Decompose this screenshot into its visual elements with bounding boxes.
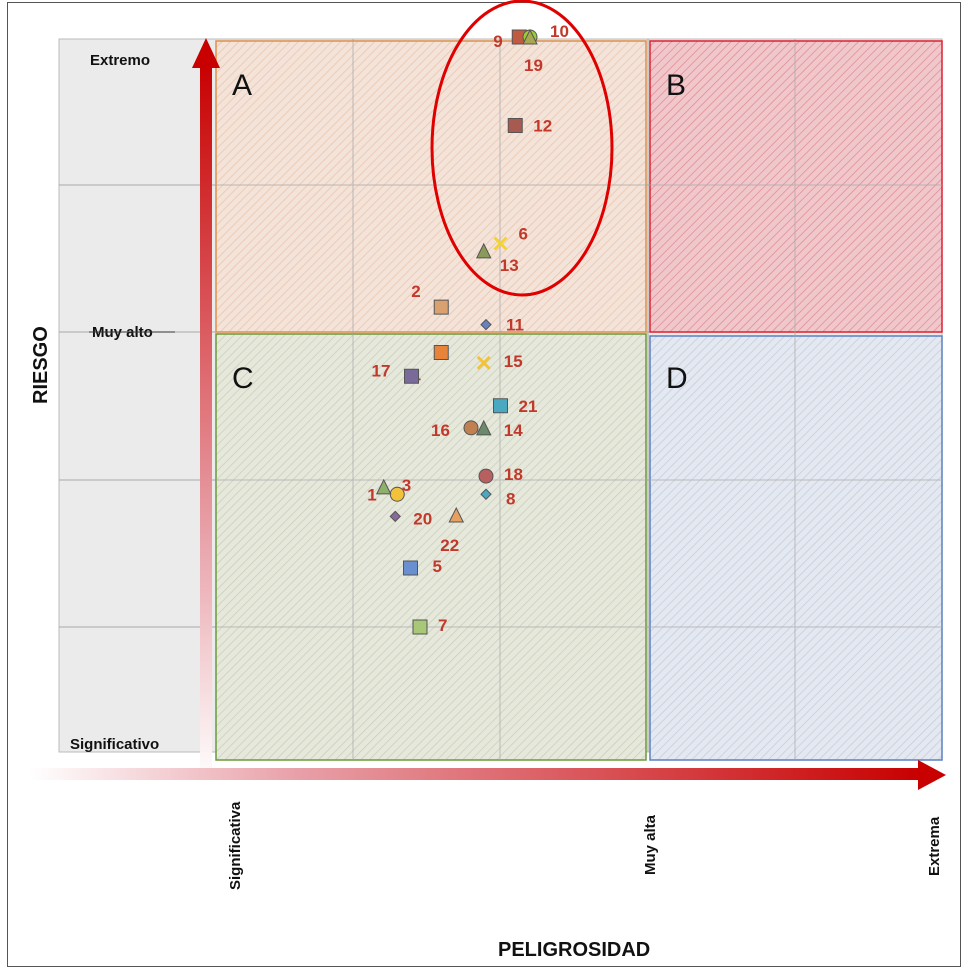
point-marker-3: [375, 478, 392, 495]
point-label-10: 10: [550, 22, 569, 41]
point-label-5: 5: [433, 557, 442, 576]
point-13: 13: [475, 242, 519, 275]
point-label-14: 14: [504, 421, 523, 440]
point-label-13: 13: [500, 256, 519, 275]
point-7: 7: [412, 616, 447, 635]
point-marker-2: [433, 299, 449, 315]
point-label-16: 16: [431, 421, 450, 440]
y-tick-extremo: Extremo: [90, 52, 150, 69]
point-marker-14: [475, 419, 492, 436]
point-3: 3: [375, 476, 411, 495]
point-label-20: 20: [413, 509, 432, 528]
point-marker-21: [493, 398, 508, 414]
point-marker-20: [389, 510, 401, 523]
x-axis-arrow: [30, 760, 946, 790]
point-marker-15: [476, 355, 491, 370]
point-label-2: 2: [411, 282, 420, 301]
quadrant-b-label: B: [666, 69, 686, 102]
point-marker-16: [463, 420, 479, 436]
point-label-8: 8: [506, 489, 515, 508]
point-label-15: 15: [504, 352, 523, 371]
y-axis-arrow: [192, 38, 220, 784]
point-16: 16: [431, 420, 479, 440]
point-marker-8: [480, 488, 492, 500]
y-tick-significativo: Significativo: [70, 736, 159, 753]
point-marker-12: [507, 118, 523, 133]
point-label-22: 22: [440, 536, 459, 555]
point-marker-22: [448, 506, 465, 523]
point-22: 22: [440, 506, 465, 555]
point-label-3: 3: [402, 476, 411, 495]
point-marker-6: [493, 236, 508, 251]
quadrant-c: [215, 333, 647, 761]
point-12: 12: [507, 117, 552, 136]
point-label-11: 11: [506, 316, 524, 335]
point-label-9: 9: [493, 32, 502, 51]
point-11: 11: [480, 316, 524, 335]
point-label-6: 6: [519, 225, 528, 244]
point-18: 18: [478, 465, 523, 484]
point-marker-13: [475, 242, 492, 259]
point-label-17: 17: [372, 361, 391, 380]
quadrant-d: [649, 335, 943, 761]
quadrant-b: [649, 40, 943, 333]
point-8: 8: [480, 488, 515, 508]
x-axis-title: PELIGROSIDAD: [498, 939, 650, 961]
point-21: 21: [493, 397, 538, 416]
point-marker-19: [522, 28, 538, 45]
point-15: 15: [476, 352, 523, 371]
x-tick-muy-alta: Muy alta: [642, 814, 659, 875]
point-marker-5: [403, 560, 418, 576]
points-layer: 12345678910111213141516171819202122: [367, 22, 569, 635]
point-marker-4: [433, 345, 449, 360]
point-2: 2: [411, 282, 449, 315]
highlight-ellipse: [430, 0, 614, 297]
quadrant-c-label: C: [232, 362, 254, 395]
quadrant-a: [215, 40, 647, 333]
point-marker-7: [412, 619, 428, 635]
point-20: 20: [389, 509, 432, 528]
point-14: 14: [475, 419, 523, 440]
x-tick-extrema: Extrema: [926, 816, 943, 876]
point-marker-17: [404, 368, 419, 384]
point-label-7: 7: [438, 616, 447, 635]
point-19: 19: [522, 28, 543, 75]
point-label-19: 19: [524, 56, 543, 75]
point-label-21: 21: [519, 397, 538, 416]
point-1: 1: [367, 485, 405, 504]
point-17: 17: [372, 361, 419, 384]
x-tick-significativa: Significativa: [227, 801, 244, 890]
point-marker-11: [480, 318, 492, 331]
point-marker-18: [478, 468, 494, 484]
point-label-12: 12: [533, 117, 552, 136]
point-label-18: 18: [504, 465, 523, 484]
point-label-1: 1: [367, 485, 376, 504]
point-6: 6: [493, 225, 528, 251]
point-5: 5: [403, 557, 442, 576]
quadrant-d-label: D: [666, 362, 688, 395]
quadrant-a-label: A: [232, 69, 252, 102]
y-axis-title: RIESGO: [30, 326, 52, 404]
